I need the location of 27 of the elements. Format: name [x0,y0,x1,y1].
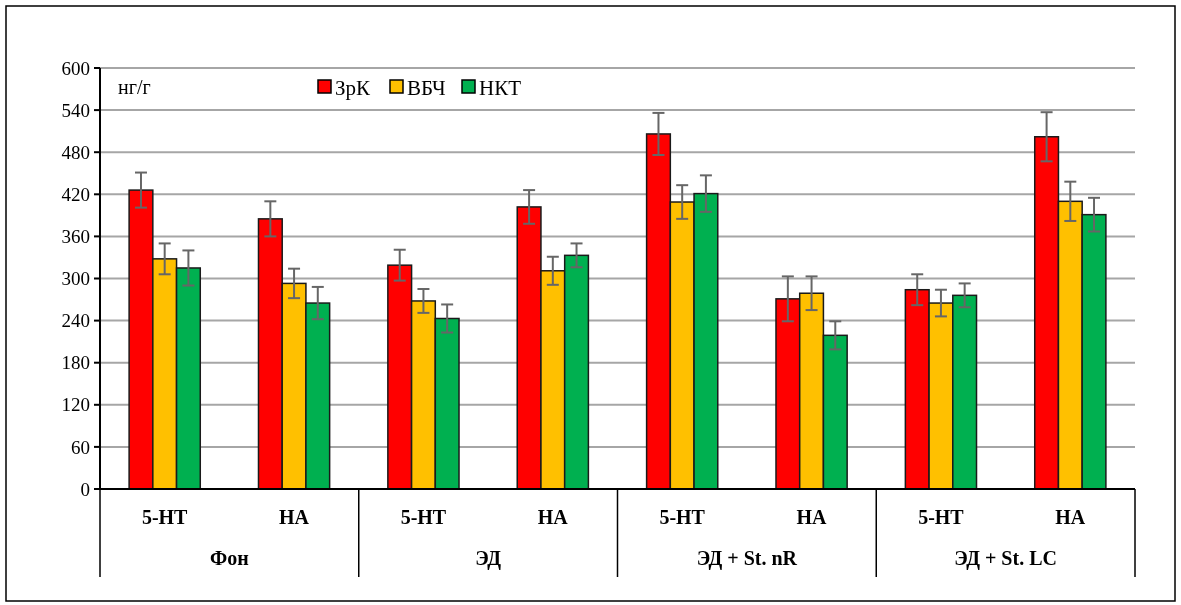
y-axis-title: нг/г [118,76,151,98]
y-tick-label: 180 [61,352,90,374]
y-tick-label: 600 [61,57,90,79]
y-tick-label: 120 [61,394,90,416]
legend-label: ВБЧ [407,76,447,101]
y-tick-label: 300 [61,268,90,290]
x-tick-label: НА [1055,506,1086,528]
y-tick-label: 240 [61,310,90,332]
y-tick-label: 360 [61,226,90,248]
x-tick-label: НА [796,506,828,528]
x-tick-label: НА [279,506,310,528]
x-tick-label: 5-HT [918,506,965,528]
y-tick-label: 540 [61,99,90,121]
text: ЭД + St. nR [696,547,798,570]
text: ЭД + St. LC [954,547,1057,570]
x-tick-label: НА [537,506,569,528]
y-tick-label: 0 [80,478,90,500]
y-tick-label: 60 [71,436,90,458]
legend-label: ЗрК [335,76,372,101]
x-tick-label: 5-HT [659,506,706,528]
x-tick-label: 5-HT [141,506,189,528]
y-tick-label: 420 [61,183,90,205]
x-tick-label: 5-HT [400,506,447,528]
text: ЭД [475,547,502,570]
text: Фон [210,547,249,569]
y-tick-label: 480 [61,141,90,163]
legend-label: НКТ [479,76,522,101]
